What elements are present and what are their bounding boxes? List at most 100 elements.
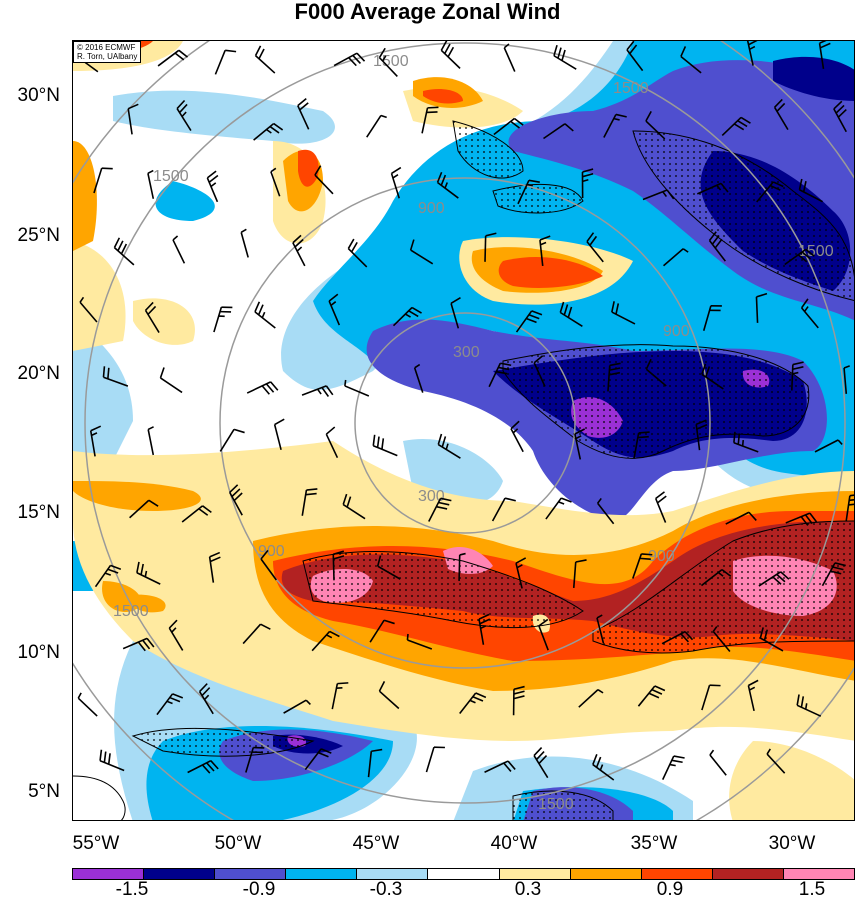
coastline [73, 775, 126, 820]
wind-barb [425, 746, 445, 773]
lat-label-30n: 30°N [17, 85, 60, 106]
lon-label-50w: 50°W [214, 833, 262, 854]
wind-barb [759, 627, 784, 652]
wind-barb [515, 310, 543, 333]
wind-barb [344, 379, 370, 397]
lon-label-35w: 35°W [630, 833, 678, 854]
wind-barb [596, 497, 615, 525]
wind-barb [450, 296, 461, 329]
wind-barb [198, 683, 214, 715]
wind-barb [129, 499, 159, 519]
wind-barb [517, 179, 540, 205]
colorbar-segment-5 [428, 869, 500, 879]
wind-barb [701, 684, 721, 711]
colorbar-label-0-9: 0.9 [656, 879, 684, 900]
ring-300 [354, 312, 576, 534]
wind-barb [181, 505, 212, 523]
wind-barb [409, 239, 434, 265]
wind-barb [559, 301, 583, 327]
wind-barb [543, 123, 574, 140]
wind-barb [491, 497, 516, 522]
wind-barb [206, 170, 219, 203]
wind-barb [661, 630, 694, 645]
wind-barb [510, 420, 524, 453]
wind-barb [574, 428, 586, 460]
range-rings [73, 41, 854, 820]
wind-barb [314, 165, 334, 195]
wind-barb [102, 366, 129, 387]
lat-label-25n: 25°N [17, 225, 60, 246]
ring-labels: 300 300 900 900 900 900 1500 1500 1500 1… [113, 53, 834, 813]
wind-barb [378, 47, 398, 78]
wind-barb [436, 171, 459, 199]
wind-barb [814, 439, 843, 453]
wind-barb [512, 685, 525, 716]
wind-barb [172, 235, 186, 264]
wind-barb [213, 306, 233, 333]
wind-barb [242, 623, 271, 645]
wind-barb [596, 614, 605, 644]
colorbar [72, 868, 855, 880]
wind-barb [122, 637, 155, 652]
wind-barb [773, 98, 789, 131]
wind-barb [484, 760, 516, 773]
wind-barb [539, 235, 551, 266]
colorbar-segment-7 [570, 869, 642, 879]
map-panel: 300 300 900 900 900 900 1500 1500 1500 1… [72, 40, 855, 821]
wind-barb [421, 106, 439, 134]
wind-barb [796, 694, 822, 717]
wind-barb [437, 433, 461, 459]
wind-barb [725, 511, 757, 525]
colorbar-segment-10 [783, 869, 855, 879]
wind-barb [369, 619, 395, 643]
wind-barb [292, 234, 306, 267]
wind-barb [755, 292, 768, 323]
wind-barb [632, 553, 653, 579]
wind-barb [342, 493, 366, 520]
wind-barb [311, 630, 340, 652]
wind-barb [712, 626, 731, 652]
wind-barb [283, 699, 311, 714]
colorbar-segment-6 [499, 869, 571, 879]
wind-barb [581, 168, 594, 198]
wind-barb [254, 45, 276, 74]
wind-barb [800, 298, 819, 329]
wind-barb [633, 431, 650, 459]
wind-barb [113, 237, 135, 266]
wind-barb [845, 494, 854, 522]
wind-barbs [76, 41, 854, 781]
ring-label-1500f: 1500 [538, 796, 574, 813]
wind-barb [756, 181, 784, 203]
wind-barb [758, 571, 790, 587]
wind-barb [147, 169, 155, 199]
wind-barb [392, 306, 422, 327]
wind-barb [372, 434, 398, 457]
colorbar-segment-2 [215, 869, 287, 879]
wind-barb [367, 748, 383, 778]
wind-barb [168, 619, 184, 651]
wind-barb [459, 692, 487, 714]
ring-label-1500b: 1500 [613, 80, 649, 97]
wind-barb [572, 559, 587, 588]
lat-label-5n: 5°N [28, 781, 60, 802]
wind-barb [301, 488, 318, 516]
wind-barb [240, 228, 249, 258]
ring-label-300b: 300 [418, 488, 445, 505]
wind-barb [607, 362, 621, 392]
wind-barb [136, 561, 161, 585]
wind-barb [515, 557, 527, 589]
lat-label-20n: 20°N [17, 363, 60, 384]
credit-line-1: © 2016 ECMWF [77, 43, 136, 52]
wind-barb [695, 419, 708, 451]
wind-barb [331, 682, 349, 710]
colorbar-segment-3 [286, 869, 358, 879]
credit-line-2: R. Torn, UAlbany [77, 52, 138, 61]
credit-box: © 2016 ECMWF R. Torn, UAlbany [73, 41, 142, 63]
wind-barb [127, 103, 139, 135]
wind-barb [478, 613, 491, 645]
colorbar-label-neg1-5: -1.5 [115, 879, 149, 900]
wind-barb [246, 381, 279, 395]
wind-barb [645, 358, 667, 387]
wind-barb [586, 232, 604, 263]
wind-barb [253, 122, 284, 141]
